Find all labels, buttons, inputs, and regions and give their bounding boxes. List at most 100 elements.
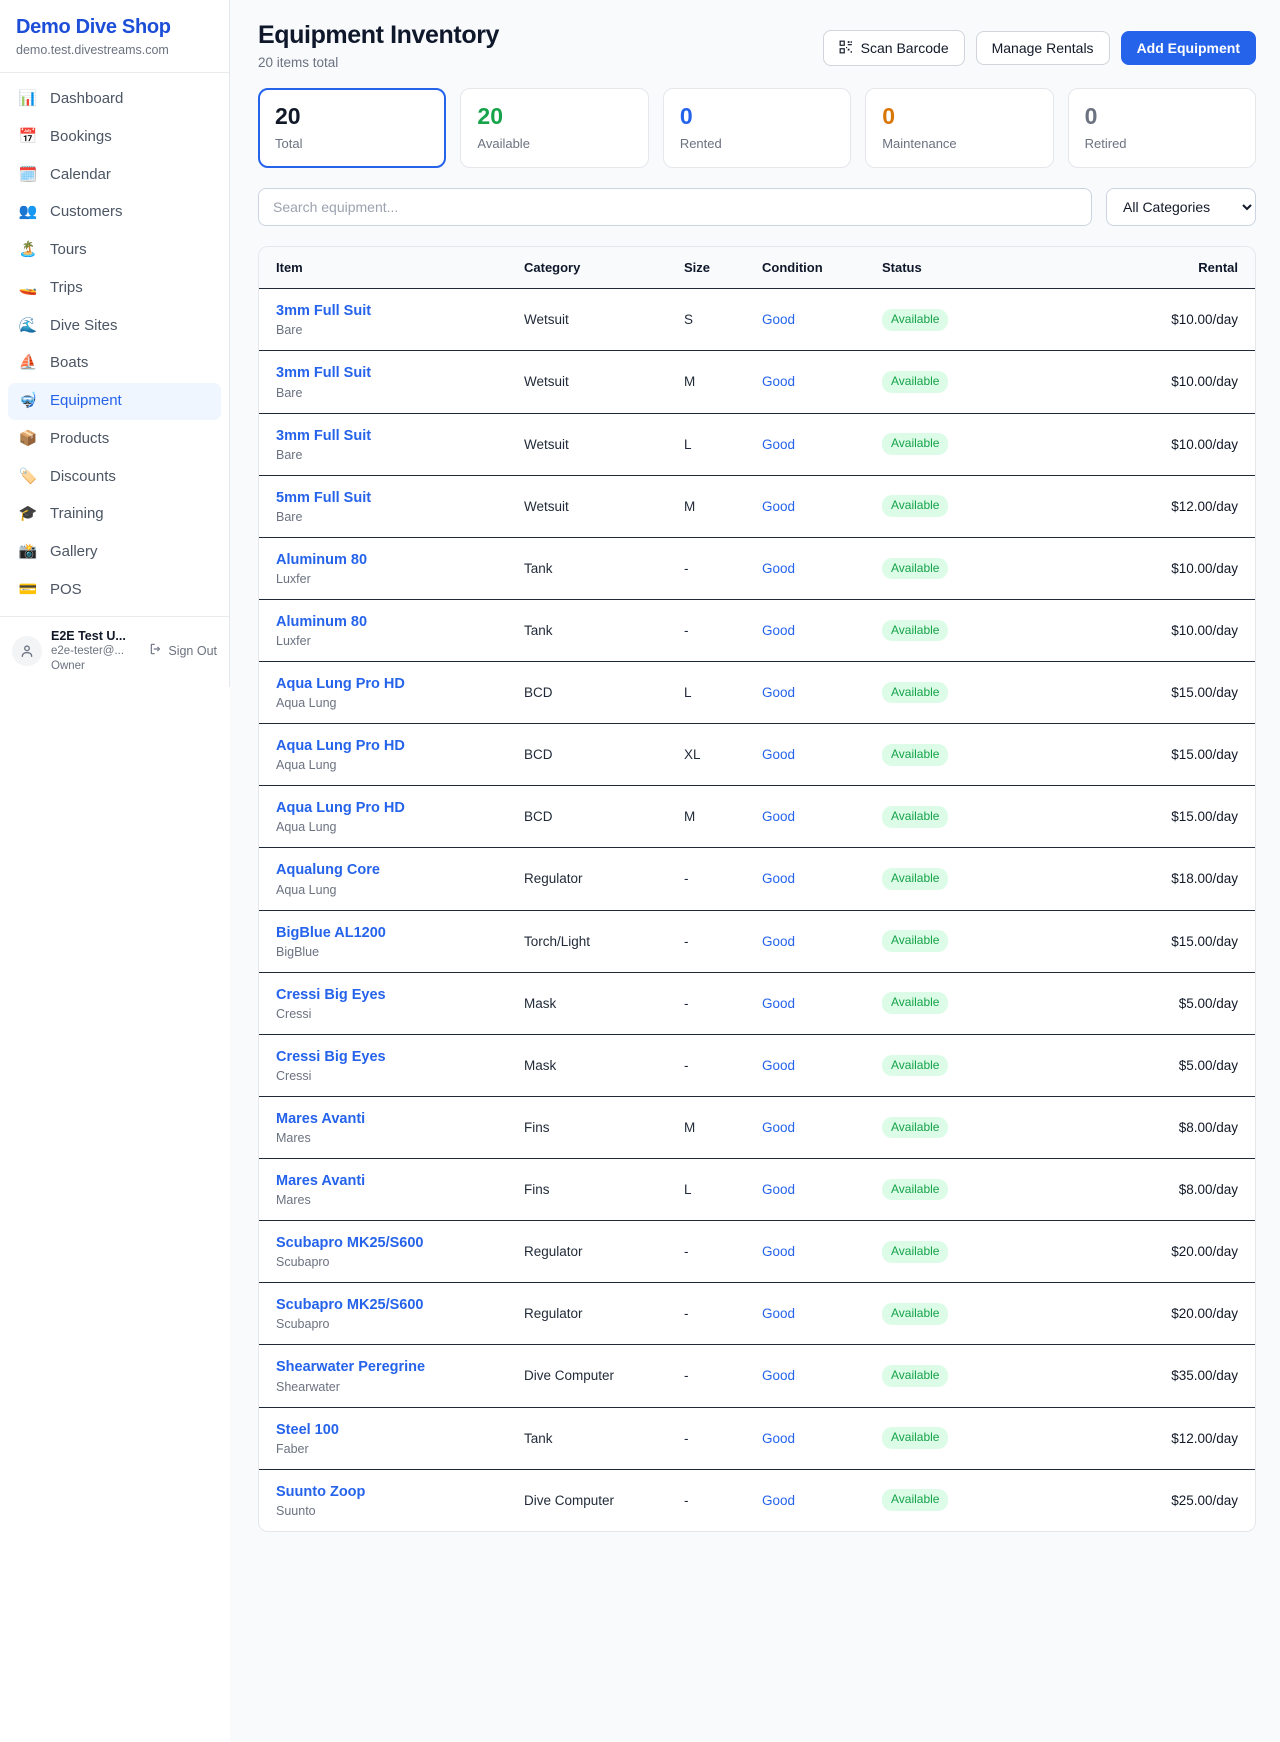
table-row[interactable]: Aqua Lung Pro HD Aqua Lung BCD L Good Availab… (259, 661, 1255, 725)
table-row[interactable]: Mares Avanti Mares Fins L Good Available $8.00… (259, 1158, 1255, 1222)
table-row[interactable]: 5mm Full Suit Bare Wetsuit M Good Available $1… (259, 475, 1255, 538)
item-name-link[interactable]: Scubapro MK25/S600 (276, 1297, 424, 1314)
table-row[interactable]: Aqua Lung Pro HD Aqua Lung BCD M Good Availab… (259, 785, 1255, 849)
sidebar-item-equipment[interactable]: 🤿 Equipment (8, 383, 221, 420)
condition-link[interactable]: Good (762, 995, 796, 1011)
column-header-category[interactable]: Category (524, 247, 684, 290)
stat-card-maintenance[interactable]: 0 Maintenance (865, 88, 1054, 169)
sidebar-item-label: Products (50, 429, 110, 447)
table-row[interactable]: Shearwater Peregrine Shearwater Dive Compu… (259, 1344, 1255, 1408)
condition-link[interactable]: Good (762, 312, 796, 328)
table-row[interactable]: Suunto Zoop Suunto Dive Computer - Good Avail… (259, 1469, 1255, 1531)
sidebar-item-boats[interactable]: ⛵ Boats (8, 345, 221, 382)
item-name-link[interactable]: Mares Avanti (276, 1173, 366, 1190)
item-name-link[interactable]: 3mm Full Suit (276, 303, 372, 320)
table-row[interactable]: 3mm Full Suit Bare Wetsuit S Good Available $1… (259, 288, 1255, 352)
stat-card-retired[interactable]: 0 Retired (1067, 88, 1257, 169)
search-input[interactable] (258, 188, 1092, 227)
column-header-rental[interactable]: Rental (1032, 247, 1255, 290)
add-equipment-button[interactable]: Add Equipment (1120, 31, 1256, 65)
cell-status: Available (882, 1469, 1032, 1531)
item-name-link[interactable]: Cressi Big Eyes (276, 986, 386, 1003)
item-name-link[interactable]: Aqua Lung Pro HD (276, 738, 405, 755)
condition-link[interactable]: Good (762, 436, 796, 452)
cell-category: Wetsuit (524, 475, 684, 538)
tours-icon: 🏝️ (18, 241, 38, 258)
sidebar-item-customers[interactable]: 👥 Customers (8, 194, 221, 231)
table-head: Item Category Size Condition Status Rent… (259, 247, 1255, 290)
sidebar-item-bookings[interactable]: 📅 Bookings (8, 119, 221, 156)
table-row[interactable]: Mares Avanti Mares Fins M Good Available $8.00… (259, 1096, 1255, 1160)
item-name-link[interactable]: Aluminum 80 (276, 613, 368, 630)
item-name-link[interactable]: Steel 100 (276, 1421, 339, 1438)
condition-link[interactable]: Good (762, 871, 796, 887)
item-name-link[interactable]: Suunto Zoop (276, 1483, 366, 1500)
stat-card-rented[interactable]: 0 Rented (662, 88, 852, 169)
table-row[interactable]: Cressi Big Eyes Cressi Mask - Good Available $… (259, 972, 1255, 1035)
condition-link[interactable]: Good (762, 685, 796, 701)
table-row[interactable]: Aluminum 80 Luxfer Tank - Good Available $10.0… (259, 537, 1255, 600)
status-badge: Available (882, 868, 949, 890)
condition-link[interactable]: Good (762, 1244, 796, 1260)
table-row[interactable]: Aqualung Core Aqua Lung Regulator - Good Avai… (259, 847, 1255, 911)
condition-link[interactable]: Good (762, 1430, 796, 1446)
manage-rentals-button[interactable]: Manage Rentals (975, 31, 1110, 65)
table-row[interactable]: 3mm Full Suit Bare Wetsuit L Good Available $1… (259, 413, 1255, 476)
condition-link[interactable]: Good (762, 1492, 796, 1508)
condition-link[interactable]: Good (762, 809, 796, 825)
stat-card-available[interactable]: 20 Available (460, 88, 649, 169)
condition-link[interactable]: Good (762, 747, 796, 763)
condition-link[interactable]: Good (762, 1119, 796, 1135)
column-header-status[interactable]: Status (882, 247, 1032, 290)
condition-link[interactable]: Good (762, 622, 796, 638)
item-name-link[interactable]: Scubapro MK25/S600 (276, 1235, 424, 1252)
item-name-link[interactable]: Cressi Big Eyes (276, 1048, 386, 1065)
table-row[interactable]: Aluminum 80 Luxfer Tank - Good Available $10.0… (259, 599, 1255, 663)
column-header-condition[interactable]: Condition (762, 247, 882, 290)
table-row[interactable]: BigBlue AL1200 BigBlue Torch/Light - Good Ava… (259, 910, 1255, 973)
condition-link[interactable]: Good (762, 933, 796, 949)
condition-link[interactable]: Good (762, 498, 796, 514)
sidebar-item-tours[interactable]: 🏝️ Tours (8, 232, 221, 269)
sign-out-button[interactable]: Sign Out (149, 642, 219, 659)
condition-link[interactable]: Good (762, 560, 796, 576)
table-row[interactable]: Cressi Big Eyes Cressi Mask - Good Available $… (259, 1034, 1255, 1097)
table-row[interactable]: Steel 100 Faber Tank - Good Available $12.00/d… (259, 1407, 1255, 1470)
column-header-size[interactable]: Size (684, 247, 762, 290)
table-row[interactable]: Aqua Lung Pro HD Aqua Lung BCD XL Good Availa… (259, 723, 1255, 787)
item-name-link[interactable]: Aqua Lung Pro HD (276, 800, 405, 817)
category-select[interactable]: All Categories (1106, 188, 1256, 227)
sidebar-item-calendar[interactable]: 🗓️ Calendar (8, 157, 221, 194)
item-name-link[interactable]: Aluminum 80 (276, 551, 368, 568)
condition-link[interactable]: Good (762, 1368, 796, 1384)
table-row[interactable]: Scubapro MK25/S600 Scubapro Regulator - Good… (259, 1282, 1255, 1346)
item-brand: Aqua Lung (276, 758, 337, 773)
condition-link[interactable]: Good (762, 1306, 796, 1322)
item-name-link[interactable]: Aqua Lung Pro HD (276, 676, 405, 693)
sidebar-item-trips[interactable]: 🚤 Trips (8, 270, 221, 307)
sidebar-item-dashboard[interactable]: 📊 Dashboard (8, 81, 221, 118)
item-name-link[interactable]: 3mm Full Suit (276, 365, 372, 382)
condition-link[interactable]: Good (762, 374, 796, 390)
condition-link[interactable]: Good (762, 1182, 796, 1198)
sidebar-item-discounts[interactable]: 🏷️ Discounts (8, 459, 221, 496)
sidebar-item-training[interactable]: 🎓 Training (8, 496, 221, 533)
sidebar-item-dive-sites[interactable]: 🌊 Dive Sites (8, 308, 221, 345)
table-row[interactable]: 3mm Full Suit Bare Wetsuit M Good Available $1… (259, 350, 1255, 414)
sidebar-item-pos[interactable]: 💳 POS (8, 572, 221, 609)
item-brand: Luxfer (276, 571, 311, 586)
table-row[interactable]: Scubapro MK25/S600 Scubapro Regulator - Good… (259, 1220, 1255, 1284)
sidebar-item-products[interactable]: 📦 Products (8, 421, 221, 458)
sidebar-item-gallery[interactable]: 📸 Gallery (8, 534, 221, 571)
column-header-item[interactable]: Item (259, 247, 524, 290)
cell-item: Cressi Big Eyes Cressi (259, 1034, 524, 1097)
item-name-link[interactable]: Shearwater Peregrine (276, 1359, 426, 1376)
item-name-link[interactable]: 3mm Full Suit (276, 427, 372, 444)
condition-link[interactable]: Good (762, 1057, 796, 1073)
item-name-link[interactable]: Aqualung Core (276, 862, 380, 879)
item-name-link[interactable]: Mares Avanti (276, 1110, 366, 1127)
item-name-link[interactable]: 5mm Full Suit (276, 489, 372, 506)
stat-card-total[interactable]: 20 Total (258, 88, 447, 169)
scan-barcode-button[interactable]: Scan Barcode (822, 30, 965, 66)
item-name-link[interactable]: BigBlue AL1200 (276, 924, 386, 941)
